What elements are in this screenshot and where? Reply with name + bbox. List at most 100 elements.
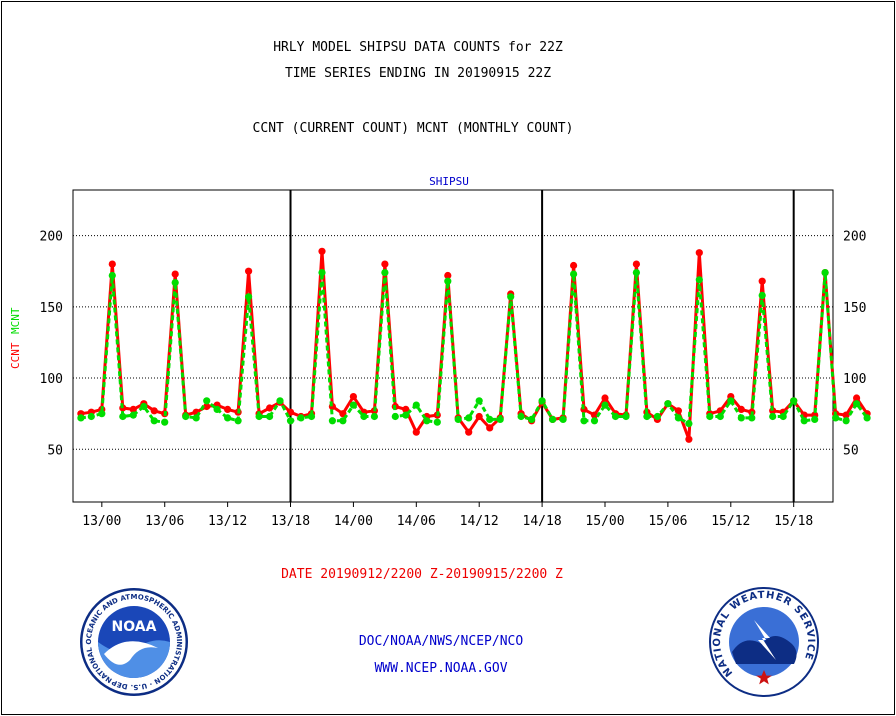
- data-point-mcnt: [423, 417, 431, 425]
- data-point-ccnt: [266, 404, 274, 412]
- y-tick-label-right: 200: [843, 230, 866, 245]
- y-tick-label-left: 50: [47, 443, 63, 458]
- data-point-ccnt: [224, 405, 232, 413]
- data-point-mcnt: [370, 412, 378, 421]
- y-tick-label-right: 50: [843, 443, 859, 458]
- data-point-mcnt: [402, 411, 410, 419]
- noaa-text: NOAA: [112, 619, 157, 635]
- data-point-mcnt: [517, 412, 525, 421]
- data-point-ccnt: [349, 393, 357, 401]
- y-tick-label-left: 150: [40, 301, 63, 316]
- data-point-mcnt: [255, 412, 263, 421]
- data-point-ccnt: [150, 407, 158, 415]
- data-point-mcnt: [811, 415, 819, 423]
- data-point-ccnt: [318, 247, 326, 255]
- data-point-mcnt: [307, 412, 316, 421]
- data-point-mcnt: [381, 269, 389, 277]
- data-point-ccnt: [171, 270, 179, 278]
- data-point-mcnt: [590, 417, 599, 425]
- data-point-ccnt: [129, 405, 137, 413]
- data-point-mcnt: [559, 415, 567, 423]
- x-tick-label: 15/00: [585, 514, 624, 529]
- data-point-mcnt: [234, 417, 242, 425]
- x-tick-label: 15/12: [711, 514, 750, 529]
- data-point-mcnt: [758, 291, 766, 299]
- data-point-mcnt: [192, 414, 200, 422]
- x-tick-label: 13/12: [208, 514, 247, 529]
- data-point-mcnt: [213, 405, 221, 413]
- data-point-mcnt: [779, 412, 787, 421]
- data-point-mcnt: [129, 411, 137, 419]
- data-point-mcnt: [391, 412, 399, 421]
- data-point-ccnt: [842, 411, 850, 419]
- data-point-mcnt: [266, 412, 274, 421]
- x-tick-label: 14/12: [460, 514, 499, 529]
- data-point-mcnt: [77, 414, 85, 422]
- data-point-mcnt: [769, 412, 777, 421]
- data-point-mcnt: [800, 417, 808, 425]
- data-point-mcnt: [685, 420, 693, 428]
- data-point-mcnt: [444, 277, 452, 285]
- data-point-ccnt: [381, 260, 389, 268]
- data-point-mcnt: [140, 402, 148, 411]
- x-tick-label: 15/06: [648, 514, 687, 529]
- data-point-ccnt: [685, 435, 693, 443]
- data-point-mcnt: [182, 412, 190, 421]
- data-point-mcnt: [674, 414, 683, 422]
- y-label-ccnt: CCNT: [9, 342, 22, 369]
- data-point-mcnt: [653, 412, 662, 421]
- data-point-mcnt: [611, 412, 620, 421]
- x-axis-ticks: 13/00 13/06 13/12 13/18 14/00 14/06 14/12 14/18…: [82, 502, 813, 529]
- title-line-2: TIME SERIES ENDING IN 20190915 22Z: [285, 66, 551, 81]
- chart-title: SHIPSU: [429, 175, 469, 188]
- y-tick-label-left: 100: [40, 372, 63, 387]
- major-verticals: [289, 190, 795, 502]
- data-point-ccnt: [245, 267, 253, 275]
- data-point-mcnt: [716, 412, 724, 421]
- data-point-ccnt: [108, 260, 116, 268]
- data-point-mcnt: [486, 415, 494, 423]
- data-point-mcnt: [328, 417, 336, 425]
- plot-area: [72, 189, 834, 503]
- data-point-mcnt: [706, 412, 714, 421]
- data-point-mcnt: [643, 412, 651, 421]
- date-range: DATE 20190912/2200 Z-20190915/2200 Z: [281, 567, 563, 582]
- data-point-ccnt: [674, 407, 683, 415]
- org-label: DOC/NOAA/NWS/NCEP/NCO: [359, 634, 524, 649]
- data-point-mcnt: [790, 397, 798, 405]
- data-point-mcnt: [570, 270, 578, 278]
- series-line-mcnt: [80, 271, 869, 426]
- data-point-mcnt: [863, 414, 871, 422]
- data-point-mcnt: [161, 418, 169, 426]
- x-tick-label: 14/18: [523, 514, 562, 529]
- x-tick-label: 13/00: [82, 514, 121, 529]
- data-point-mcnt: [507, 293, 515, 301]
- data-point-mcnt: [496, 415, 504, 423]
- data-point-mcnt: [632, 269, 641, 277]
- data-point-mcnt: [528, 415, 536, 423]
- y-tick-label-left: 200: [40, 230, 63, 245]
- data-point-mcnt: [454, 415, 462, 423]
- data-point-mcnt: [245, 293, 253, 301]
- data-point-ccnt: [695, 249, 703, 257]
- nws-logo: NATIONAL WEATHER SERVICE: [690, 568, 835, 713]
- data-point-ccnt: [286, 408, 295, 416]
- data-point-mcnt: [108, 271, 116, 280]
- data-point-mcnt: [727, 397, 735, 405]
- data-point-mcnt: [842, 417, 850, 425]
- data-point-ccnt: [475, 412, 483, 421]
- data-point-mcnt: [601, 401, 609, 409]
- x-tick-label: 14/00: [334, 514, 373, 529]
- y-tick-label-right: 150: [843, 301, 866, 316]
- series-layer: [77, 247, 871, 443]
- data-point-mcnt: [286, 417, 295, 425]
- data-point-mcnt: [853, 400, 861, 408]
- data-point-mcnt: [203, 397, 211, 405]
- y-tick-label-right: 100: [843, 372, 866, 387]
- data-point-mcnt: [538, 397, 546, 405]
- data-point-mcnt: [297, 414, 305, 422]
- y-label-mcnt: MCNT: [9, 307, 22, 334]
- data-point-mcnt: [475, 397, 483, 405]
- data-point-mcnt: [339, 417, 347, 425]
